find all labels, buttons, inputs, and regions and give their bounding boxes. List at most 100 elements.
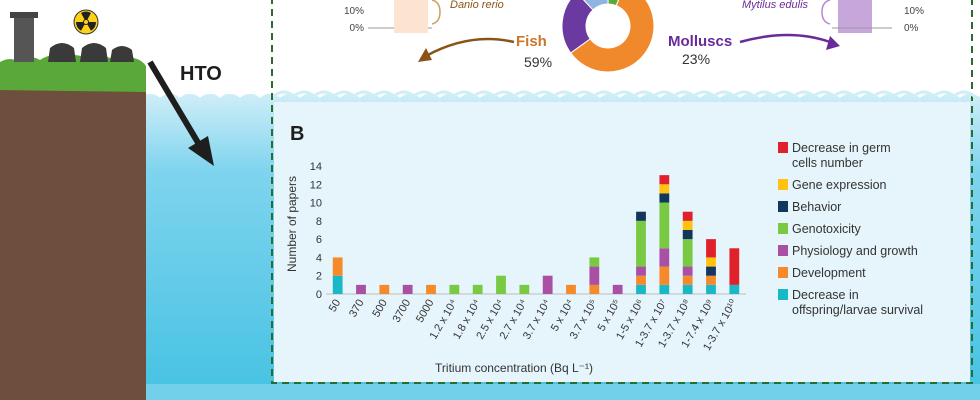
- bar-segment: [682, 211, 693, 221]
- bar-segment: [566, 284, 576, 294]
- top-left-species: Danio rerio: [450, 0, 504, 11]
- nuclear-plant-icon: [10, 12, 134, 62]
- bar-segment: [682, 220, 693, 230]
- bar-segment: [426, 284, 436, 294]
- bar-segment: [402, 284, 413, 294]
- donut-slice-0: [570, 0, 655, 73]
- legend-label: offspring/larvae survival: [792, 303, 923, 317]
- bar-segment: [612, 284, 623, 294]
- bar-segment: [682, 230, 693, 240]
- bar-segment: [682, 284, 693, 294]
- bar-segment: [729, 284, 740, 294]
- bar-segment: [659, 193, 670, 203]
- donut-slice-1: [561, 0, 594, 54]
- bar-segment: [449, 284, 460, 294]
- taxa-donut: [561, 0, 655, 73]
- legend-swatch: [778, 267, 788, 278]
- bar-segment: [659, 248, 670, 267]
- bar-segment: [472, 284, 483, 294]
- bar-segment: [496, 275, 506, 294]
- water-wave: [139, 90, 980, 98]
- bar-segment: [589, 257, 600, 267]
- hto-label: HTO: [180, 63, 222, 85]
- y-axis-label: Number of papers: [285, 176, 299, 272]
- bar-segment: [706, 257, 716, 267]
- legend-swatch: [778, 201, 788, 212]
- fish-percent: 59%: [524, 54, 552, 70]
- molluscs-percent: 23%: [682, 51, 710, 67]
- top-right-tick-0: 0%: [904, 23, 919, 34]
- legend-swatch: [778, 142, 788, 153]
- bar-segment: [332, 257, 343, 276]
- legend-swatch: [778, 289, 788, 300]
- panel-wave: [273, 90, 975, 98]
- bar-segment: [659, 202, 670, 249]
- bar-segment: [682, 266, 693, 276]
- y-tick-label: 14: [310, 161, 322, 173]
- top-right-tick-10: 10%: [904, 6, 924, 17]
- bar-segment: [682, 275, 693, 285]
- bar-segment: [659, 175, 670, 185]
- bar-segment: [706, 284, 716, 294]
- bar-segment: [659, 266, 670, 285]
- bar-segment: [659, 184, 670, 194]
- legend-label: Decrease in: [792, 288, 859, 302]
- legend-label: cells number: [792, 156, 863, 170]
- bar-segment: [706, 266, 716, 276]
- legend-label: Behavior: [792, 200, 841, 214]
- y-tick-label: 8: [316, 216, 322, 228]
- bar-segment: [636, 220, 646, 267]
- radiation-icon: [73, 9, 99, 35]
- legend-label: Physiology and growth: [792, 244, 918, 258]
- bar-segment: [542, 275, 553, 294]
- x-tick-label: 50: [327, 298, 344, 315]
- y-tick-label: 4: [316, 252, 322, 264]
- hto-arrow-icon: [147, 60, 214, 166]
- chart-panel-bg: [274, 102, 970, 382]
- top-left-bar: [394, 0, 428, 33]
- fish-arrow-head: [418, 48, 432, 62]
- legend-label: Decrease in germ: [792, 141, 891, 155]
- top-left-tick-10: 10%: [344, 6, 364, 17]
- donut-slice-2: [583, 0, 609, 11]
- fish-arrow: [425, 37, 515, 58]
- donut-slice-3: [607, 0, 619, 7]
- bar-segment: [589, 284, 600, 294]
- bar-segment: [636, 284, 646, 294]
- y-tick-label: 10: [310, 198, 322, 210]
- bar-segment: [659, 284, 670, 294]
- panel-border: [271, 0, 973, 384]
- bar-segment: [636, 266, 646, 276]
- bar-segment: [379, 284, 390, 294]
- bar-segment: [729, 248, 740, 285]
- grass-strip: [0, 55, 146, 92]
- bar-segment: [332, 275, 343, 294]
- bar-segment: [519, 284, 530, 294]
- y-tick-label: 2: [316, 271, 322, 283]
- bar-segment: [636, 211, 646, 221]
- legend-swatch: [778, 223, 788, 234]
- legend-label: Development: [792, 266, 866, 280]
- molluscs-arrow-head: [826, 36, 840, 50]
- panel-letter: B: [290, 123, 304, 145]
- legend-label: Genotoxicity: [792, 222, 862, 236]
- molluscs-label: Molluscs: [668, 33, 732, 50]
- x-axis-label: Tritium concentration (Bq L⁻¹): [435, 361, 593, 375]
- top-right-species: Mytilus edulis: [742, 0, 809, 11]
- bar-segment: [636, 275, 646, 285]
- y-tick-label: 6: [316, 234, 322, 246]
- legend-label: Gene expression: [792, 178, 887, 192]
- y-tick-label: 0: [316, 289, 322, 301]
- molluscs-arrow: [739, 33, 831, 44]
- bar-segment: [682, 239, 693, 267]
- top-left-tick-0: 0%: [350, 23, 365, 34]
- top-right-minichart: Mytilus edulis 10% 0%: [742, 0, 924, 34]
- bar-segment: [589, 266, 600, 285]
- bar-segment: [706, 239, 716, 258]
- legend-swatch: [778, 179, 788, 190]
- bar-segment: [356, 284, 366, 294]
- y-tick-label: 12: [310, 179, 322, 191]
